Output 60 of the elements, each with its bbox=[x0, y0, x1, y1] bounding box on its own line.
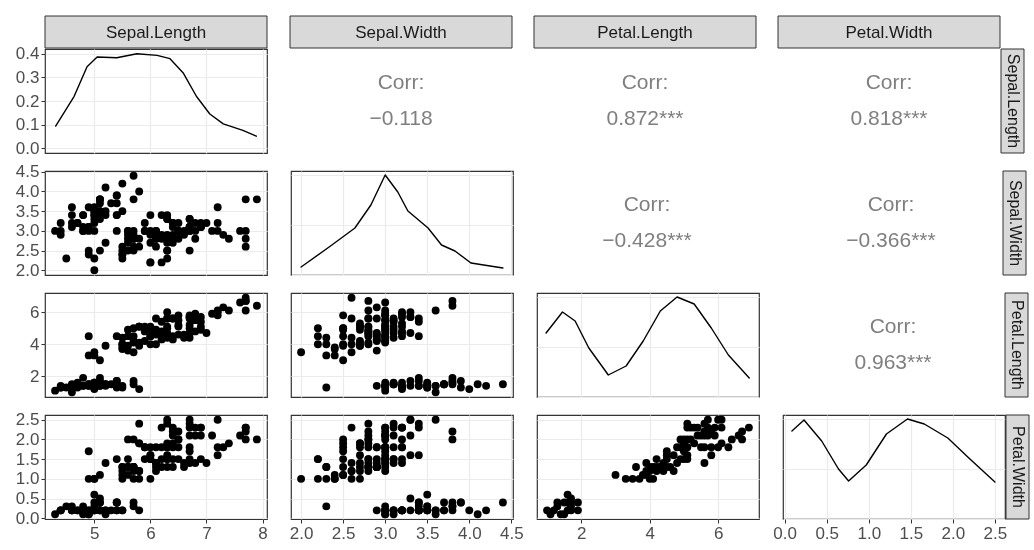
x-tick-label: 6 bbox=[713, 523, 724, 543]
x-tick-label: 4.5 bbox=[500, 523, 524, 543]
text: Petal.Length bbox=[597, 23, 693, 42]
text: Corr: bbox=[869, 314, 917, 337]
text: Sepal.Length bbox=[1004, 53, 1022, 149]
x-tick-label: 0.0 bbox=[773, 523, 797, 543]
x-tick-label: 1.5 bbox=[899, 523, 924, 543]
y-tick-label: 2 bbox=[30, 366, 40, 386]
y-tick-label: 2.0 bbox=[15, 429, 40, 449]
x-tick-label: 1.0 bbox=[857, 523, 882, 543]
x-tick-label: 4.0 bbox=[457, 523, 482, 543]
y-tick-label: 2.0 bbox=[15, 260, 40, 280]
y-tick-label: 0.3 bbox=[15, 67, 40, 87]
y-tick-label: 3.0 bbox=[15, 221, 40, 241]
y-tick-label: 0.5 bbox=[15, 489, 40, 509]
text: Petal.Length bbox=[1008, 300, 1026, 390]
y-tick-label: 2.5 bbox=[15, 410, 40, 430]
y-tick-label: 1.0 bbox=[15, 469, 40, 489]
text: Sepal.Width bbox=[1006, 179, 1024, 267]
text: −0.366*** bbox=[846, 228, 936, 251]
text: Corr: bbox=[621, 70, 669, 93]
x-tick-label: 2.5 bbox=[331, 523, 356, 543]
chart-title: Sepal.Length bbox=[105, 23, 207, 42]
x-tick-label: 2.0 bbox=[289, 523, 314, 543]
text: Corr: bbox=[377, 70, 425, 93]
y-tick-label: 0.0 bbox=[15, 138, 40, 158]
y-axis-title: Petal.Width bbox=[1009, 426, 1027, 508]
x-tick-label: 2.5 bbox=[983, 523, 1008, 543]
text: Petal.Width bbox=[845, 23, 933, 42]
x-tick-label: 7 bbox=[202, 523, 212, 543]
x-tick-label: 5 bbox=[90, 523, 100, 543]
x-tick-label: 3.0 bbox=[373, 523, 398, 543]
y-tick-label: 4.0 bbox=[15, 181, 40, 201]
y-tick-label: 4 bbox=[30, 334, 40, 354]
x-tick-label: 3.5 bbox=[415, 523, 440, 543]
x-tick-label: 4 bbox=[645, 523, 655, 543]
text: Corr: bbox=[867, 192, 915, 215]
text: 0.872*** bbox=[606, 106, 684, 129]
x-tick-label: 8 bbox=[258, 523, 268, 543]
text: Corr: bbox=[623, 192, 671, 215]
x-tick-label: 2.0 bbox=[941, 523, 966, 543]
y-tick-label: 0.1 bbox=[15, 115, 40, 135]
x-tick-label: 6 bbox=[146, 523, 156, 543]
text: Corr: bbox=[865, 70, 913, 93]
y-tick-label: 6 bbox=[30, 302, 40, 322]
line-series bbox=[54, 53, 258, 137]
y-tick-label: 0.0 bbox=[15, 508, 40, 528]
text: −0.118 bbox=[369, 106, 433, 129]
x-tick-label: 2 bbox=[577, 523, 587, 543]
y-tick-label: 4.5 bbox=[15, 162, 40, 182]
text: Sepal.Width bbox=[355, 23, 447, 42]
y-tick-label: 0.2 bbox=[15, 91, 40, 111]
y-tick-label: 2.5 bbox=[15, 241, 40, 261]
text: 0.818*** bbox=[850, 106, 928, 129]
y-tick-label: 1.5 bbox=[15, 449, 40, 469]
text: 0.963*** bbox=[854, 350, 932, 373]
x-tick-label: 0.5 bbox=[815, 523, 840, 543]
text: −0.428*** bbox=[602, 228, 692, 251]
y-tick-label: 3.5 bbox=[15, 201, 40, 221]
y-tick-label: 0.4 bbox=[15, 44, 40, 64]
